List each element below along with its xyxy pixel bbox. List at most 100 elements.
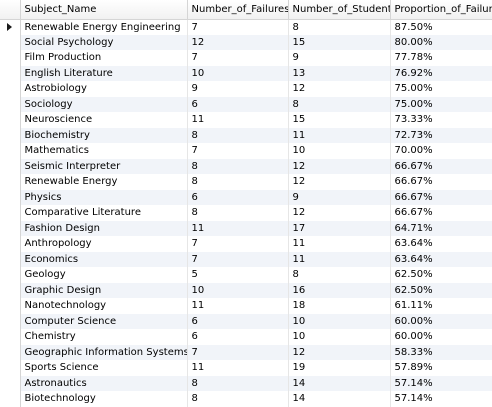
students-cell[interactable]: 18 xyxy=(288,298,391,314)
failures-cell[interactable]: 6 xyxy=(187,313,289,329)
failures-cell[interactable]: 11 xyxy=(187,360,289,376)
students-cell[interactable]: 11 xyxy=(288,127,391,143)
subject-name-cell[interactable]: Anthropology xyxy=(20,236,188,252)
proportion-cell[interactable]: 62.50% xyxy=(390,282,492,298)
failures-cell[interactable]: 9 xyxy=(187,81,289,97)
table-row[interactable]: English Literature 10 13 76.92% xyxy=(0,65,492,81)
students-cell[interactable]: 8 xyxy=(288,267,391,283)
students-cell[interactable]: 9 xyxy=(288,189,391,205)
subject-name-cell[interactable]: Social Psychology xyxy=(20,34,188,50)
subject-name-cell[interactable]: Physics xyxy=(20,189,188,205)
row-selector[interactable] xyxy=(0,112,21,128)
proportion-cell[interactable]: 87.50% xyxy=(390,19,492,35)
failures-cell[interactable]: 7 xyxy=(187,236,289,252)
students-cell[interactable]: 16 xyxy=(288,282,391,298)
students-cell[interactable]: 15 xyxy=(288,34,391,50)
failures-cell[interactable]: 8 xyxy=(187,205,289,221)
failures-cell[interactable]: 8 xyxy=(187,158,289,174)
row-selector[interactable] xyxy=(0,344,21,360)
students-cell[interactable]: 13 xyxy=(288,65,391,81)
table-row[interactable]: Economics 7 11 63.64% xyxy=(0,251,492,267)
subject-name-cell[interactable]: Mathematics xyxy=(20,143,188,159)
row-selector[interactable] xyxy=(0,127,21,143)
students-cell[interactable]: 12 xyxy=(288,81,391,97)
proportion-cell[interactable]: 66.67% xyxy=(390,174,492,190)
failures-cell[interactable]: 8 xyxy=(187,375,289,391)
table-row[interactable]: Sports Science 11 19 57.89% xyxy=(0,360,492,376)
proportion-cell[interactable]: 58.33% xyxy=(390,344,492,360)
subject-name-cell[interactable]: Comparative Literature xyxy=(20,205,188,221)
table-row[interactable]: Astrobiology 9 12 75.00% xyxy=(0,81,492,97)
row-selector[interactable] xyxy=(0,236,21,252)
subject-name-cell[interactable]: Nanotechnology xyxy=(20,298,188,314)
row-selector[interactable] xyxy=(0,267,21,283)
subject-name-cell[interactable]: Graphic Design xyxy=(20,282,188,298)
failures-cell[interactable]: 7 xyxy=(187,251,289,267)
students-cell[interactable]: 11 xyxy=(288,236,391,252)
table-row[interactable]: Astronautics 8 14 57.14% xyxy=(0,375,492,391)
students-cell[interactable]: 8 xyxy=(288,96,391,112)
subject-name-cell[interactable]: Biotechnology xyxy=(20,391,188,407)
row-selector[interactable] xyxy=(0,360,21,376)
row-selector[interactable] xyxy=(0,375,21,391)
row-selector[interactable] xyxy=(0,313,21,329)
students-cell[interactable]: 12 xyxy=(288,344,391,360)
subject-name-cell[interactable]: Computer Science xyxy=(20,313,188,329)
table-row[interactable]: Mathematics 7 10 70.00% xyxy=(0,143,492,159)
subject-name-cell[interactable]: Film Production xyxy=(20,50,188,66)
proportion-cell[interactable]: 57.14% xyxy=(390,391,492,407)
subject-name-cell[interactable]: Sociology xyxy=(20,96,188,112)
proportion-cell[interactable]: 57.14% xyxy=(390,375,492,391)
table-row[interactable]: Seismic Interpreter 8 12 66.67% xyxy=(0,158,492,174)
proportion-cell[interactable]: 77.78% xyxy=(390,50,492,66)
students-cell[interactable]: 9 xyxy=(288,50,391,66)
subject-name-cell[interactable]: Astrobiology xyxy=(20,81,188,97)
subject-name-cell[interactable]: Biochemistry xyxy=(20,127,188,143)
row-selector[interactable] xyxy=(0,251,21,267)
failures-cell[interactable]: 7 xyxy=(187,50,289,66)
row-selector[interactable] xyxy=(0,143,21,159)
row-selector[interactable] xyxy=(0,158,21,174)
students-cell[interactable]: 12 xyxy=(288,158,391,174)
row-selector[interactable] xyxy=(0,298,21,314)
column-header-number-of-students[interactable]: Number_of_Students xyxy=(288,0,391,20)
students-cell[interactable]: 12 xyxy=(288,205,391,221)
failures-cell[interactable]: 7 xyxy=(187,344,289,360)
subject-name-cell[interactable]: Neuroscience xyxy=(20,112,188,128)
failures-cell[interactable]: 7 xyxy=(187,143,289,159)
table-row[interactable]: Physics 6 9 66.67% xyxy=(0,189,492,205)
proportion-cell[interactable]: 60.00% xyxy=(390,329,492,345)
subject-name-cell[interactable]: Renewable Energy Engineering xyxy=(20,19,188,35)
row-selector[interactable] xyxy=(0,34,21,50)
row-selector[interactable] xyxy=(0,220,21,236)
students-cell[interactable]: 19 xyxy=(288,360,391,376)
subject-name-cell[interactable]: Sports Science xyxy=(20,360,188,376)
table-row[interactable]: Chemistry 6 10 60.00% xyxy=(0,329,492,345)
column-header-proportion-of-failures[interactable]: Proportion_of_Failures xyxy=(390,0,492,20)
failures-cell[interactable]: 6 xyxy=(187,96,289,112)
subject-name-cell[interactable]: Chemistry xyxy=(20,329,188,345)
row-selector[interactable] xyxy=(0,189,21,205)
row-selector[interactable] xyxy=(0,81,21,97)
students-cell[interactable]: 10 xyxy=(288,313,391,329)
table-row[interactable]: Anthropology 7 11 63.64% xyxy=(0,236,492,252)
proportion-cell[interactable]: 62.50% xyxy=(390,267,492,283)
proportion-cell[interactable]: 66.67% xyxy=(390,189,492,205)
row-selector[interactable] xyxy=(0,65,21,81)
proportion-cell[interactable]: 63.64% xyxy=(390,251,492,267)
proportion-cell[interactable]: 66.67% xyxy=(390,158,492,174)
failures-cell[interactable]: 6 xyxy=(187,189,289,205)
failures-cell[interactable]: 8 xyxy=(187,174,289,190)
failures-cell[interactable]: 8 xyxy=(187,127,289,143)
students-cell[interactable]: 17 xyxy=(288,220,391,236)
proportion-cell[interactable]: 75.00% xyxy=(390,96,492,112)
proportion-cell[interactable]: 66.67% xyxy=(390,205,492,221)
row-selector[interactable] xyxy=(0,391,21,407)
subject-name-cell[interactable]: Economics xyxy=(20,251,188,267)
subject-name-cell[interactable]: Renewable Energy xyxy=(20,174,188,190)
subject-name-cell[interactable]: English Literature xyxy=(20,65,188,81)
proportion-cell[interactable]: 70.00% xyxy=(390,143,492,159)
students-cell[interactable]: 14 xyxy=(288,375,391,391)
students-cell[interactable]: 10 xyxy=(288,143,391,159)
